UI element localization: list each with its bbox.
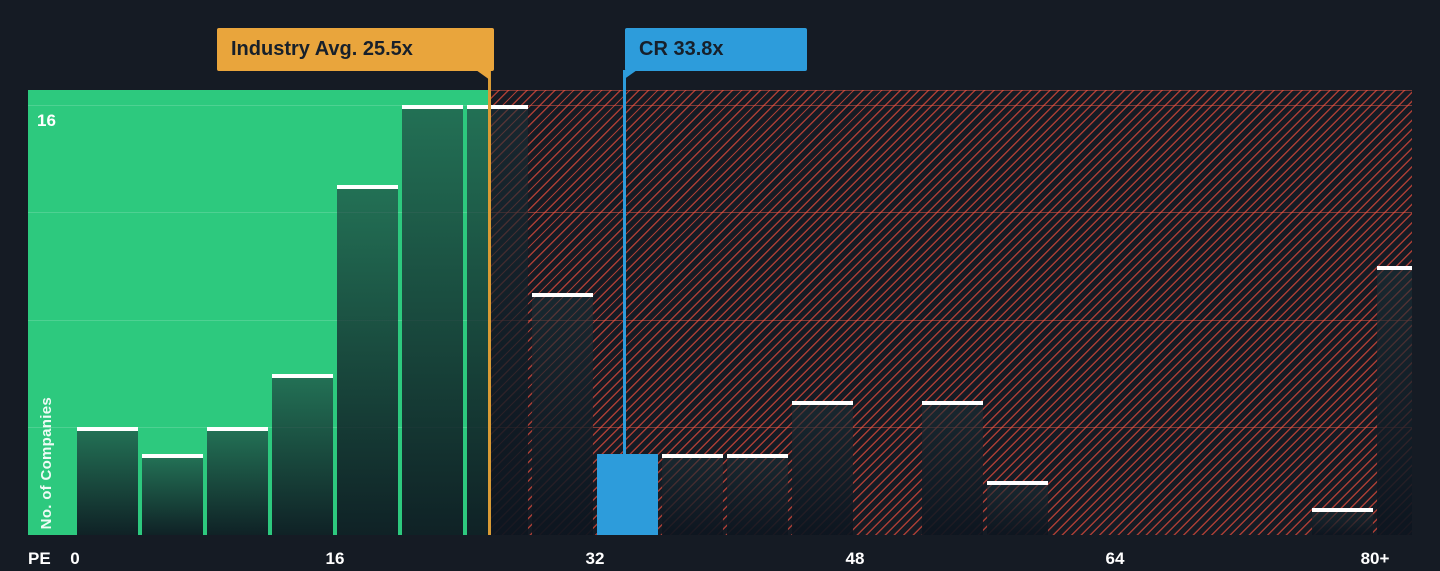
- gridline-12: [489, 212, 1412, 214]
- histogram-bar[interactable]: [207, 427, 268, 535]
- bars-layer: [28, 90, 1412, 535]
- histogram-bar[interactable]: [467, 104, 528, 535]
- x-axis-tick: 64: [1105, 549, 1125, 568]
- plot-area: 16 No. of Companies: [28, 90, 1412, 535]
- histogram-bar[interactable]: [1377, 266, 1412, 535]
- gridline-12: [28, 212, 489, 214]
- x-axis-tick: 48: [845, 549, 865, 568]
- company-label: CR 33.8x: [639, 38, 724, 60]
- histogram-bar[interactable]: [1312, 508, 1373, 535]
- histogram-bar[interactable]: [532, 292, 593, 535]
- histogram-bar[interactable]: [987, 481, 1048, 535]
- x-axis: PE 0 16 32 48 64 80+: [0, 549, 1440, 571]
- x-axis-tick: 80+: [1360, 549, 1390, 568]
- overvalued-zone-top-line: [489, 90, 1412, 91]
- histogram-bar[interactable]: [727, 454, 788, 535]
- company-callout: CR 33.8x: [625, 28, 807, 71]
- x-axis-tick: 16: [325, 549, 345, 568]
- x-axis-prefix: PE: [28, 549, 51, 568]
- gridline-16: [489, 104, 1412, 106]
- x-axis-tick: 32: [585, 549, 605, 568]
- gridline-8: [489, 319, 1412, 321]
- gridline-8: [28, 319, 489, 321]
- histogram-bar-highlight[interactable]: [597, 454, 658, 535]
- histogram-bar[interactable]: [922, 400, 983, 535]
- histogram-bar[interactable]: [272, 373, 333, 535]
- histogram-bar[interactable]: [142, 454, 203, 535]
- histogram-bar[interactable]: [662, 454, 723, 535]
- company-callout-pointer-icon: [623, 70, 637, 80]
- histogram-bar[interactable]: [792, 400, 853, 535]
- histogram-bar[interactable]: [402, 104, 463, 535]
- x-axis-tick: 0: [70, 549, 80, 568]
- industry-avg-callout-pointer-icon: [476, 70, 490, 80]
- industry-avg-callout: Industry Avg. 25.5x: [217, 28, 494, 71]
- histogram-bar[interactable]: [77, 427, 138, 535]
- y-axis-tick-label: 16: [37, 111, 56, 130]
- y-axis-title: No. of Companies: [38, 396, 55, 529]
- histogram-bar[interactable]: [337, 185, 398, 535]
- gridline-16: [28, 104, 489, 106]
- industry-avg-line: [487, 71, 491, 535]
- company-pe-line: [622, 71, 626, 535]
- industry-avg-label: Industry Avg. 25.5x: [231, 38, 413, 60]
